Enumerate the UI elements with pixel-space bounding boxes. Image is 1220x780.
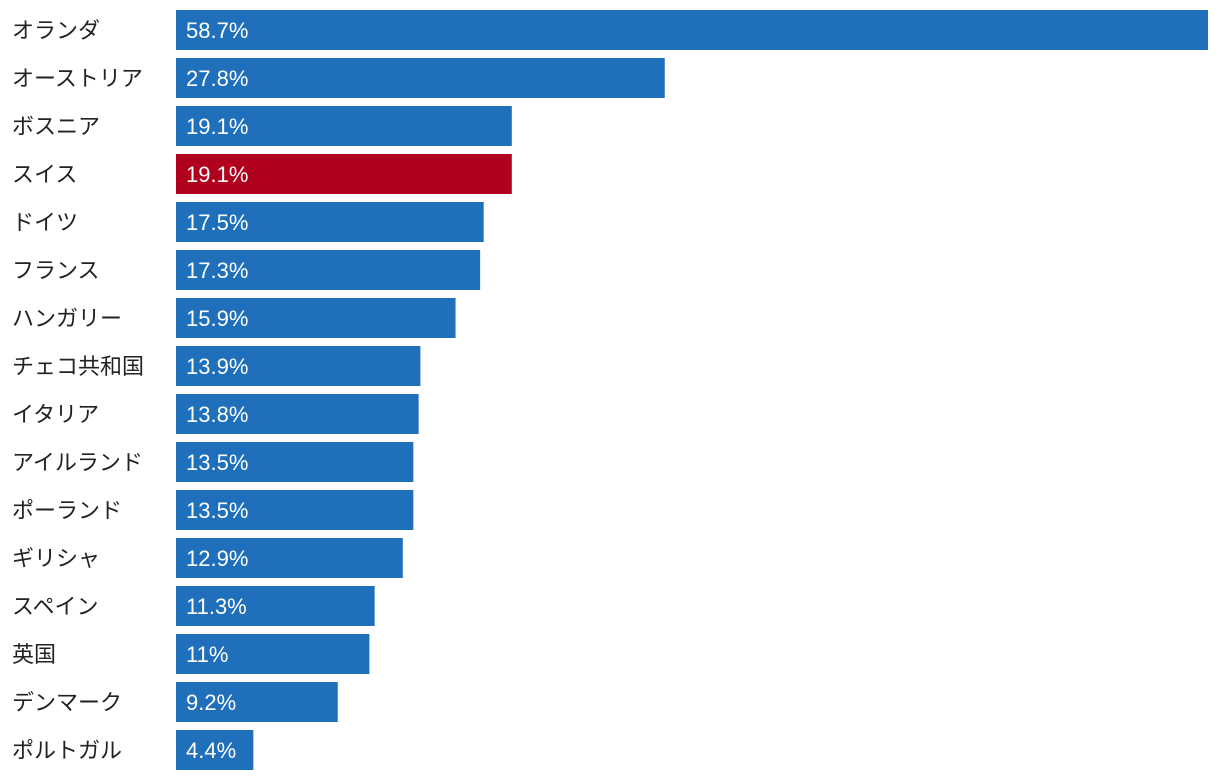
bar <box>176 298 456 338</box>
bar <box>176 394 419 434</box>
category-label: オーストリア <box>12 67 143 92</box>
value-label: 12.9% <box>186 546 248 571</box>
bar-highlighted <box>176 154 512 194</box>
value-label: 4.4% <box>186 738 236 763</box>
bar <box>176 10 1208 50</box>
category-label: ボスニア <box>12 115 100 140</box>
category-label: フランス <box>12 259 100 284</box>
value-label: 13.8% <box>186 402 248 427</box>
value-label: 13.5% <box>186 498 248 523</box>
bar <box>176 442 414 482</box>
bar <box>176 58 665 98</box>
category-label: チェコ共和国 <box>12 355 144 380</box>
category-label: デンマーク <box>12 691 122 716</box>
category-label: ドイツ <box>12 211 78 236</box>
value-label: 19.1% <box>186 114 248 139</box>
value-label: 27.8% <box>186 66 248 91</box>
bar <box>176 346 421 386</box>
bar <box>176 586 375 626</box>
value-label: 13.5% <box>186 450 248 475</box>
bar <box>176 730 254 770</box>
category-label: スイス <box>12 163 77 188</box>
category-label: ギリシャ <box>12 547 100 572</box>
value-label: 9.2% <box>186 690 236 715</box>
value-label: 19.1% <box>186 162 248 187</box>
category-label: ポルトガル <box>12 739 122 764</box>
bar-rows: オランダ 58.7% オーストリア 27.8% ボスニア 19.1% スイス 19.1% ドイツ… <box>12 10 1208 770</box>
bar <box>176 250 481 290</box>
bar <box>176 538 403 578</box>
value-label: 11.3% <box>186 594 247 619</box>
value-label: 15.9% <box>186 306 248 331</box>
value-label: 11% <box>186 642 228 667</box>
category-label: スペイン <box>12 595 98 620</box>
bar <box>176 106 512 146</box>
category-label: ハンガリー <box>12 307 122 332</box>
value-label: 17.5% <box>186 210 248 235</box>
category-label: ポーランド <box>12 499 122 524</box>
value-label: 58.7% <box>186 18 248 43</box>
category-label: アイルランド <box>12 451 143 476</box>
bar <box>176 634 370 674</box>
bar <box>176 490 414 530</box>
value-label: 13.9% <box>186 354 248 379</box>
value-label: 17.3% <box>186 258 248 283</box>
category-label: イタリア <box>12 403 99 428</box>
bar <box>176 682 338 722</box>
bar <box>176 202 484 242</box>
category-label: オランダ <box>12 19 100 44</box>
category-label: 英国 <box>12 643 56 668</box>
